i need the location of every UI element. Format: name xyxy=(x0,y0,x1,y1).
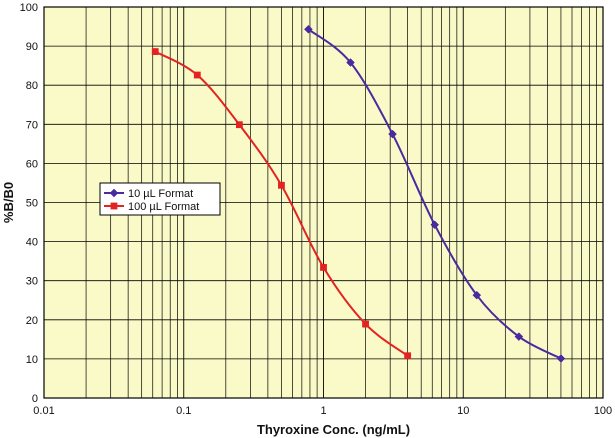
y-tick-label: 50 xyxy=(26,198,38,210)
series-layer xyxy=(151,24,566,363)
x-axis-title: Thyroxine Conc. (ng/mL) xyxy=(257,422,410,437)
x-tick-label: 0.1 xyxy=(176,405,191,417)
tick-labels: 0.01 0.1 1 10 100 0 10 20 30 40 50 60 70 80 90 100 xyxy=(20,2,613,417)
y-tick-label: 0 xyxy=(32,393,38,405)
data-point-marker xyxy=(430,220,440,230)
data-point-marker xyxy=(320,264,327,271)
data-point-marker xyxy=(514,332,524,341)
y-tick-label: 10 xyxy=(26,354,38,366)
data-point-marker xyxy=(388,129,397,139)
y-tick-label: 30 xyxy=(26,276,38,288)
data-point-marker xyxy=(193,71,201,79)
series-2 xyxy=(151,48,412,360)
plot-border xyxy=(43,6,604,399)
data-point-marker xyxy=(235,121,243,129)
y-tick-label: 100 xyxy=(20,2,38,14)
x-tick-label: 1 xyxy=(320,405,326,417)
y-tick-label: 70 xyxy=(26,119,38,131)
data-point-marker xyxy=(472,290,482,300)
x-tick-label: 100 xyxy=(594,405,612,417)
data-point-marker xyxy=(278,181,285,189)
legend-marker xyxy=(110,202,118,210)
data-point-marker xyxy=(556,354,566,363)
x-tick-label: 0.01 xyxy=(33,405,54,417)
y-tick-label: 60 xyxy=(26,158,38,170)
y-tick-label: 20 xyxy=(26,315,38,327)
y-tick-label: 80 xyxy=(26,80,38,92)
data-point-marker xyxy=(304,24,313,34)
legend-item-1: 10 µL Format xyxy=(104,188,193,200)
y-tick-label: 40 xyxy=(26,237,38,249)
legend-label: 100 µL Format xyxy=(128,201,199,213)
series-1 xyxy=(304,24,566,363)
legend-box xyxy=(99,182,221,216)
data-point-marker xyxy=(346,58,355,67)
data-point-marker xyxy=(404,352,412,360)
legend-marker xyxy=(109,188,119,198)
legend-item-2: 100 µL Format xyxy=(104,201,199,213)
grid-lines xyxy=(44,7,603,398)
data-point-marker xyxy=(362,320,369,328)
legend-label: 10 µL Format xyxy=(128,188,193,200)
y-tick-label: 90 xyxy=(26,41,38,53)
x-tick-label: 10 xyxy=(457,405,469,417)
y-axis-title: %B/B0 xyxy=(1,182,16,223)
data-point-marker xyxy=(151,48,159,55)
